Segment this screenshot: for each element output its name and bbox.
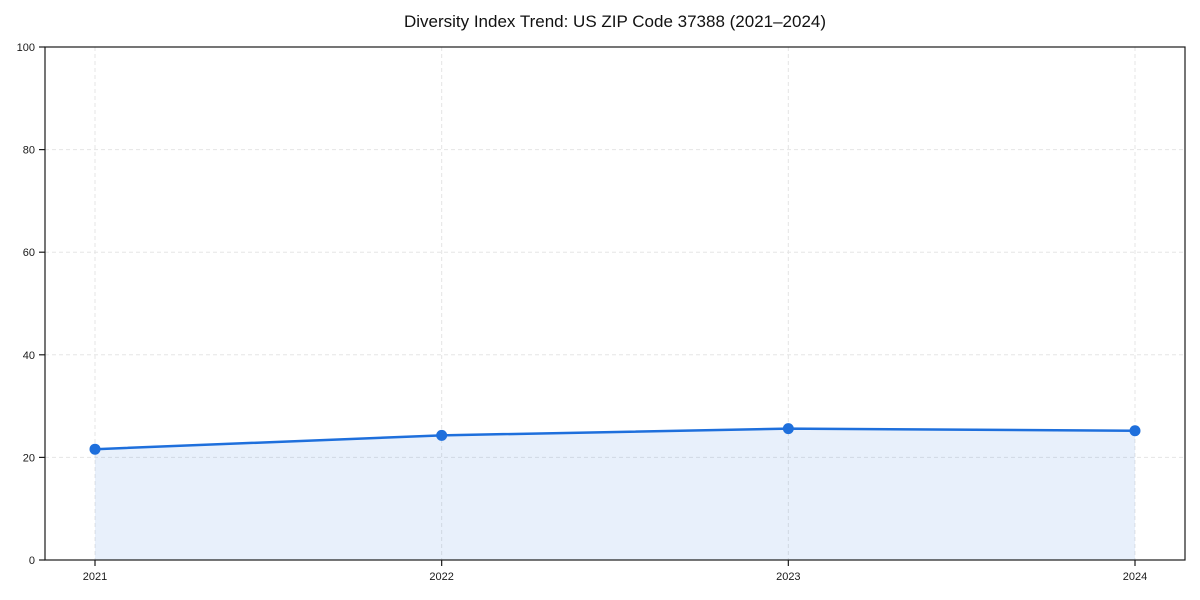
x-tick-label-2024: 2024	[1123, 571, 1147, 583]
y-tick-label-0: 0	[29, 555, 35, 567]
data-point-2023	[782, 423, 794, 435]
chart-title: Diversity Index Trend: US ZIP Code 37388…	[403, 12, 827, 31]
y-tick-label-80: 80	[23, 145, 35, 157]
y-tick-label-60: 60	[23, 247, 35, 259]
data-point-2024	[1129, 425, 1141, 437]
data-point-2022	[436, 429, 448, 441]
y-tick-label-40: 40	[23, 350, 35, 362]
plot-border	[44, 46, 1186, 561]
y-tick-label-100: 100	[17, 42, 35, 54]
data-point-2021	[89, 443, 101, 455]
x-tick-label-2021: 2021	[83, 571, 107, 583]
x-tick-label-2023: 2023	[776, 571, 800, 583]
y-tick-label-20: 20	[23, 452, 35, 464]
area-fill	[95, 428, 1135, 560]
trend-line	[93, 427, 1137, 451]
x-tick-label-2022: 2022	[429, 571, 453, 583]
